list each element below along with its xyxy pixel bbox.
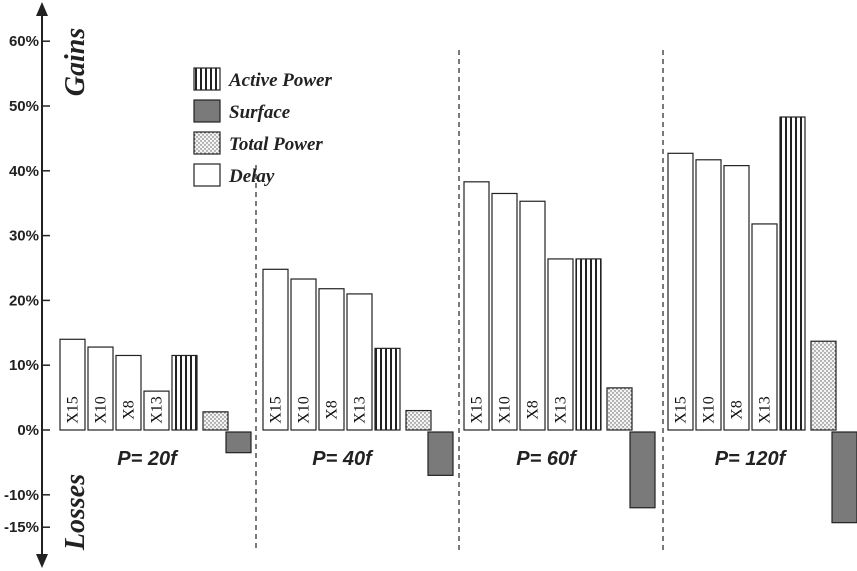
delay-bar-label: X10 — [296, 396, 313, 424]
delay-bar — [318, 288, 345, 431]
surface-bar — [427, 431, 454, 476]
surface-bar — [225, 431, 252, 454]
delay-bar-label: X15 — [673, 396, 690, 424]
delay-bar-label: X8 — [121, 400, 138, 420]
delay-bar — [519, 200, 546, 431]
group-label: P= 40f — [312, 448, 374, 470]
active-power-bar — [171, 354, 198, 431]
total-power-bar — [202, 411, 229, 431]
legend-swatch — [193, 131, 221, 155]
delay-bar-label: X10 — [701, 396, 718, 424]
total-power-bar — [810, 340, 837, 431]
group-separators — [255, 50, 664, 550]
total-power-bar — [606, 387, 633, 431]
active-power-bar — [374, 347, 401, 431]
delay-bar — [695, 159, 722, 431]
delay-bar — [87, 346, 114, 431]
y-tick-label: 20% — [9, 292, 39, 309]
delay-bar-label: X13 — [352, 396, 369, 424]
active-power-bar — [575, 258, 602, 431]
y-tick-label: 60% — [9, 33, 39, 50]
delay-bar-label: X10 — [93, 396, 110, 424]
delay-bar — [143, 390, 170, 431]
delay-bar-label: X8 — [525, 400, 542, 420]
delay-bar-label: X13 — [553, 396, 570, 424]
delay-bar — [59, 338, 86, 431]
legend-label: Total Power — [229, 134, 323, 155]
legend-label: Active Power — [228, 70, 332, 91]
y-axis: 60% 50% 40% 30% 20% 10% 0% -10% -15% — [4, 2, 50, 568]
delay-bar-label: X15 — [268, 396, 285, 424]
y-tick-label: 30% — [9, 228, 39, 245]
group-labels: P= 20f P= 40f P= 60f P= 120f — [117, 448, 787, 470]
gains-label: Gains — [60, 28, 91, 97]
delay-bar-label: X8 — [324, 400, 341, 420]
total-power-bar — [405, 409, 432, 431]
delay-bar-label: X13 — [149, 396, 166, 424]
active-power-bar — [779, 116, 806, 431]
y-tick-label: 40% — [9, 163, 39, 180]
losses-label: Losses — [60, 474, 91, 551]
surface-bar — [831, 431, 857, 524]
losses-axis-title: Losses — [60, 474, 91, 551]
group-label: P= 120f — [715, 448, 788, 470]
legend-swatch — [193, 99, 221, 123]
delay-bar — [751, 223, 778, 431]
legend: Active Power Surface Total Power Delay — [193, 67, 332, 187]
delay-bar-label: X8 — [729, 400, 746, 420]
y-tick-label: -15% — [4, 519, 39, 536]
legend-swatch — [193, 67, 221, 91]
delay-bar — [723, 165, 750, 431]
legend-label: Delay — [228, 166, 275, 187]
y-axis-bottom-arrow — [36, 554, 48, 568]
surface-bar — [629, 431, 656, 509]
bars: X15 X10 X8 X13 X15 X10 X8 X13 X15 X10 X8 X13 X15 X10 X… — [59, 116, 857, 524]
group-label: P= 60f — [516, 448, 578, 470]
delay-bar — [667, 152, 694, 431]
delay-bar — [547, 258, 574, 431]
y-tick-label: 10% — [9, 357, 39, 374]
legend-swatch — [193, 163, 221, 187]
delay-bar-label: X15 — [65, 396, 82, 424]
delay-bar — [262, 268, 289, 431]
gains-axis-title: Gains — [60, 28, 91, 97]
y-tick-label: -10% — [4, 487, 39, 504]
y-tick-label: 50% — [9, 98, 39, 115]
group-label: P= 20f — [117, 448, 179, 470]
delay-bar — [346, 293, 373, 431]
y-tick-label: 0% — [17, 422, 39, 439]
delay-bar — [463, 181, 490, 431]
y-axis-top-arrow — [36, 2, 48, 16]
legend-label: Surface — [229, 102, 291, 123]
delay-bar — [115, 354, 142, 431]
delay-bar — [491, 192, 518, 431]
delay-bar-label: X10 — [497, 396, 514, 424]
delay-bar-label: X15 — [469, 396, 486, 424]
delay-bar — [290, 278, 317, 431]
delay-bar-label: X13 — [757, 396, 774, 424]
